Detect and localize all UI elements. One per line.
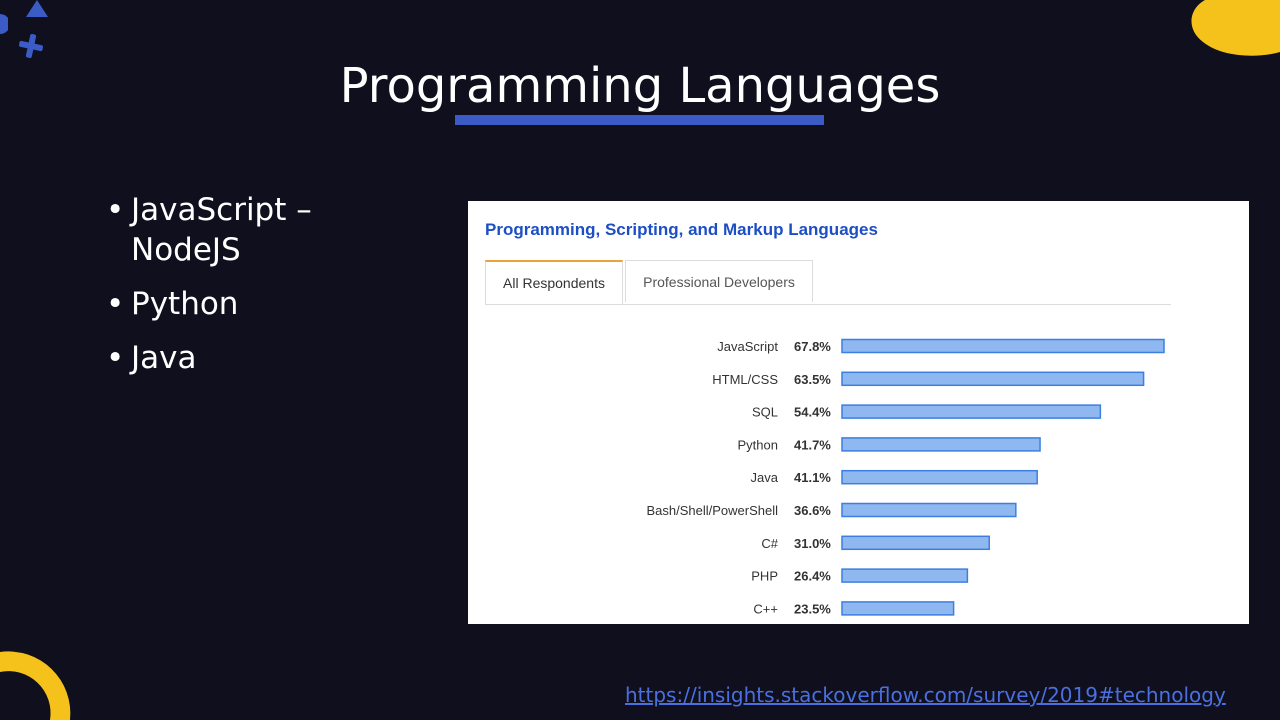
bullet-text: Python	[131, 286, 239, 322]
circle-decoration-icon	[0, 14, 8, 34]
chart-panel: Programming, Scripting, and Markup Langu…	[468, 201, 1249, 624]
bullet-list: • JavaScript – NodeJS • Python • Java	[106, 190, 361, 392]
chart-heading: Programming, Scripting, and Markup Langu…	[485, 220, 878, 239]
bar	[841, 502, 1017, 518]
category-label: Bash/Shell/PowerShell	[646, 503, 778, 518]
bullet-glyph: •	[106, 286, 125, 322]
bullet-glyph: •	[106, 340, 125, 376]
category-label: PHP	[751, 569, 778, 584]
bullet-item: • JavaScript – NodeJS	[106, 190, 361, 270]
bullet-glyph: •	[106, 192, 125, 228]
value-label: 41.1%	[794, 470, 831, 485]
bullet-text: JavaScript – NodeJS	[131, 192, 312, 268]
source-link[interactable]: https://insights.stackoverflow.com/surve…	[625, 683, 1226, 707]
category-label: C#	[761, 536, 778, 551]
title-underline	[455, 115, 824, 125]
value-label: 23.5%	[794, 601, 831, 616]
triangle-decoration-icon	[26, 0, 48, 17]
value-label: 63.5%	[794, 372, 831, 387]
bar	[841, 535, 990, 551]
bar	[841, 568, 969, 583]
category-label: Java	[751, 470, 779, 485]
plus-decoration-icon	[19, 34, 43, 58]
bar	[841, 371, 1145, 387]
value-label: 31.0%	[794, 536, 831, 551]
bullet-item: • Python	[106, 284, 361, 324]
value-label: 41.7%	[794, 437, 831, 452]
value-label: 26.4%	[794, 569, 831, 584]
bar	[841, 601, 955, 616]
tab-professional-developers[interactable]: Professional Developers	[625, 260, 813, 302]
value-label: 67.8%	[794, 339, 831, 354]
bullet-item: • Java	[106, 338, 361, 378]
value-label: 36.6%	[794, 503, 831, 518]
tab-all-respondents[interactable]: All Respondents	[485, 260, 623, 304]
tab-bar: All Respondents Professional Developers	[485, 260, 1171, 305]
category-label: C++	[753, 601, 778, 616]
category-label: HTML/CSS	[712, 372, 778, 387]
bar-chart: JavaScript 67.8% HTML/CSS 63.5% SQL 54.4% Pyth…	[646, 338, 1165, 616]
category-label: SQL	[752, 405, 778, 420]
value-label: 54.4%	[794, 405, 831, 420]
bullet-text: Java	[131, 340, 197, 376]
bar	[841, 437, 1041, 452]
yellow-ring-decoration-icon	[0, 651, 71, 720]
category-label: Python	[738, 437, 778, 452]
bar	[841, 404, 1102, 419]
bar	[841, 338, 1165, 354]
yellow-blob-decoration-icon	[1191, 0, 1280, 56]
category-label: JavaScript	[717, 339, 778, 354]
slide-title: Programming Languages	[339, 58, 941, 114]
bar	[841, 469, 1038, 485]
